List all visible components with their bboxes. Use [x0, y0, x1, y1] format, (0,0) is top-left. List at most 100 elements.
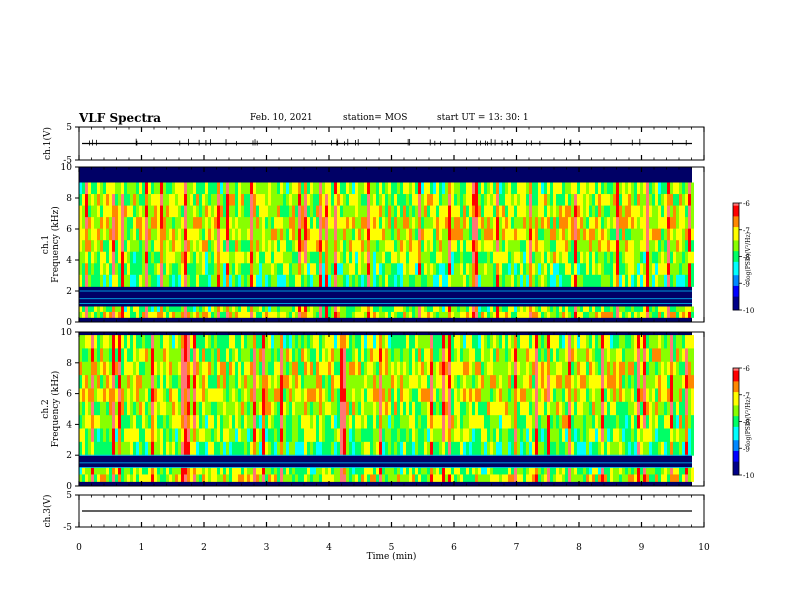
spectrogram-cell [421, 217, 424, 230]
spectrogram-cell [667, 240, 670, 253]
spectrogram-cell [631, 375, 634, 389]
spectrogram-cell [355, 182, 358, 195]
spectrogram-cell [340, 217, 343, 230]
spectrogram-cell [526, 182, 529, 195]
spectrogram-cell [295, 375, 298, 389]
spectrogram-cell [184, 474, 187, 482]
spectrogram-cell [247, 441, 250, 456]
spectrogram-cell [193, 361, 196, 376]
spectrogram-cell [373, 348, 376, 363]
spectrogram-cell [103, 251, 106, 264]
spectrogram-cell [496, 274, 499, 287]
spectrogram-cell [571, 311, 574, 318]
spectrogram-cell [511, 306, 514, 313]
spectrogram-cell [328, 361, 331, 376]
spectrogram-cell [589, 361, 592, 376]
spectrogram-cell [436, 401, 439, 416]
spectrogram-cell [178, 441, 181, 456]
spectrogram-cell [685, 428, 688, 443]
spectrogram-cell [424, 428, 427, 443]
spectrogram-cell [622, 388, 625, 403]
spectrogram-cell [286, 311, 289, 318]
spectrogram-cell [544, 228, 547, 241]
spectrogram-cell [367, 474, 370, 482]
spectrogram-cell [652, 474, 655, 482]
spectrogram-cell [91, 441, 94, 456]
spectrogram-cell [235, 182, 238, 195]
spectrogram-cell [184, 228, 187, 241]
spectrogram-cell [256, 263, 259, 276]
spectrogram-cell [475, 228, 478, 241]
spectrogram-cell [307, 401, 310, 416]
spectrogram-cell [613, 194, 616, 207]
spectrogram-cell [667, 415, 670, 430]
spectrogram-cell [601, 348, 604, 363]
spectrogram-cell [307, 415, 310, 430]
spectrogram-cell [259, 240, 262, 253]
spectrogram-cell [385, 428, 388, 443]
spectrogram-cell [379, 428, 382, 443]
spectrogram-cell [220, 306, 223, 313]
spectrogram-cell [580, 306, 583, 313]
spectrogram-cell [439, 311, 442, 318]
spectrogram-cell [583, 194, 586, 207]
spectrogram-cell [196, 348, 199, 363]
spectrogram-cell [643, 335, 646, 349]
spectrogram-cell [397, 441, 400, 456]
spectrogram-cell [439, 263, 442, 276]
spectrogram-cell [427, 240, 430, 253]
spectrogram-cell [136, 311, 139, 318]
spectrogram-cell [451, 263, 454, 276]
spectrogram-cell [484, 306, 487, 313]
spectrogram-cell [634, 348, 637, 363]
spectrogram-cell [622, 251, 625, 264]
spectrogram-cell [622, 217, 625, 230]
spectrogram-cell [157, 306, 160, 313]
spectrogram-cell [469, 182, 472, 195]
spectrogram-cell [364, 335, 367, 349]
spectrogram-cell [229, 311, 232, 318]
spectrogram-cell [550, 311, 553, 318]
spectrogram-cell [499, 375, 502, 389]
spectrogram-cell [322, 251, 325, 264]
spectrogram-cell [295, 306, 298, 313]
spectrogram-cell [469, 348, 472, 363]
spectrogram-cell [691, 467, 694, 475]
spectrogram-cell [307, 428, 310, 443]
spectrogram-cell [160, 441, 163, 456]
spectrogram-cell [109, 194, 112, 207]
spectrogram-cell [541, 228, 544, 241]
spectrogram-cell [691, 240, 694, 253]
spectrogram-cell [319, 415, 322, 430]
spectrogram-cell [607, 311, 610, 318]
spectrogram-cell [514, 441, 517, 456]
spectrogram-cell [145, 182, 148, 195]
spectrogram-cell [118, 415, 121, 430]
spectrogram-cell [148, 205, 151, 218]
spectrogram-cell [619, 263, 622, 276]
spectrogram-cell [304, 263, 307, 276]
spectrogram-cell [592, 401, 595, 416]
y-tick-label: 10 [61, 328, 73, 338]
spectrogram-cell [181, 306, 184, 313]
spectrogram-cell [337, 240, 340, 253]
spectrogram-cell [457, 361, 460, 376]
spectrogram-cell [562, 205, 565, 218]
spectrogram-cell [157, 217, 160, 230]
spectrogram-cell [331, 388, 334, 403]
spectrogram-cell [448, 428, 451, 443]
spectrogram-cell [322, 274, 325, 287]
spectrogram-cell [613, 467, 616, 475]
spectrogram-cell [265, 441, 268, 456]
spectrogram-cell [322, 205, 325, 218]
spectrogram-cell [538, 348, 541, 363]
spectrogram-cell [199, 467, 202, 475]
spectrogram-cell [562, 415, 565, 430]
spectrogram-cell [475, 263, 478, 276]
spectrogram-cell [484, 441, 487, 456]
spectrogram-cell [643, 228, 646, 241]
spectrogram-cell [466, 348, 469, 363]
spectrogram-cell [655, 467, 658, 475]
spectrogram-cell [421, 251, 424, 264]
spectrogram-cell [526, 348, 529, 363]
